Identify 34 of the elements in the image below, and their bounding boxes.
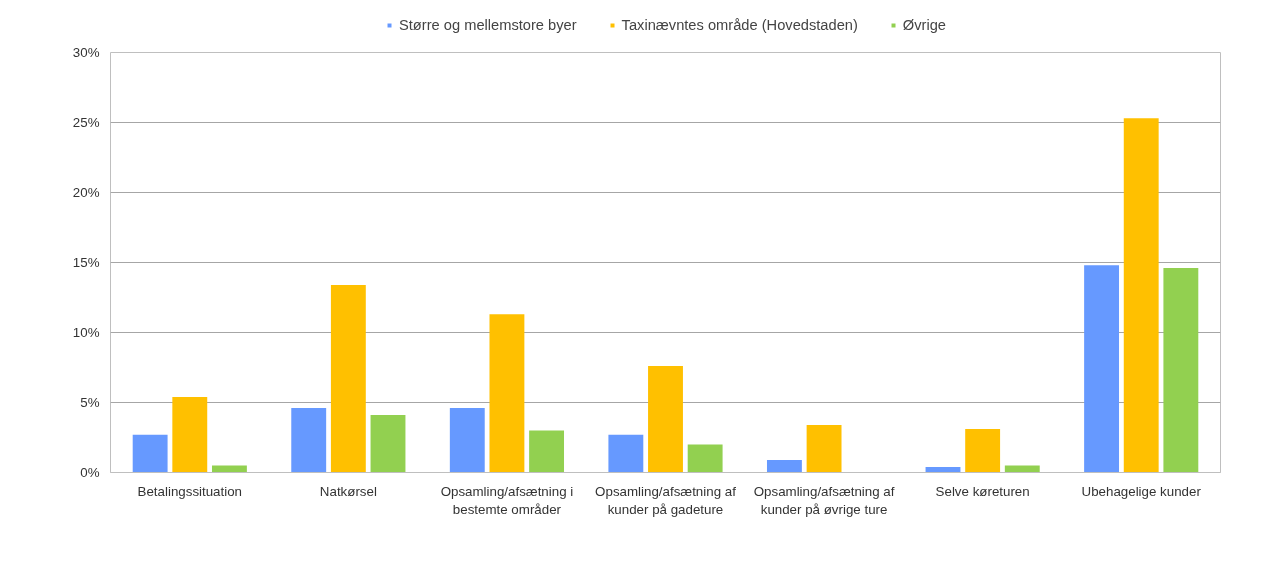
bar xyxy=(291,408,327,473)
y-tick-label: 25% xyxy=(72,115,100,130)
bar xyxy=(330,284,366,473)
x-tick-label: Opsamling/afsætning i bestemte områder xyxy=(440,483,574,517)
x-tick-label: Opsamling/afsætning af kunder på gadeture xyxy=(595,483,737,517)
x-tick-label: Ubehagelige kunder xyxy=(1081,483,1202,499)
bar xyxy=(172,396,208,473)
bar xyxy=(1084,265,1120,473)
y-tick-label: 0% xyxy=(80,465,100,480)
y-tick-label: 5% xyxy=(80,395,100,410)
bar xyxy=(1163,268,1199,473)
bar xyxy=(766,459,802,473)
bar xyxy=(608,434,644,473)
legend-label: Større og mellemstore byer xyxy=(399,17,577,33)
bar xyxy=(132,434,168,473)
legend-label: Øvrige xyxy=(902,17,946,33)
x-tick-label: Opsamling/afsætning af kunder på øvrige ture xyxy=(753,483,895,517)
bar xyxy=(370,415,406,473)
x-tick-label: Betalingssituation xyxy=(137,483,243,499)
x-tick-label: Natkørsel xyxy=(319,483,377,499)
bar xyxy=(489,314,525,473)
bar xyxy=(687,444,723,473)
bar xyxy=(806,424,842,473)
bar xyxy=(1123,118,1159,473)
y-tick-label: 20% xyxy=(72,185,100,200)
y-tick-label: 10% xyxy=(72,325,100,340)
y-tick-label: 30% xyxy=(72,45,100,60)
x-tick-label: Selve køreturen xyxy=(935,483,1030,499)
legend-label: Taxinævntes område (Hovedstaden) xyxy=(621,17,858,33)
bar xyxy=(529,430,565,473)
bar xyxy=(648,366,683,473)
bar xyxy=(449,408,485,473)
y-tick-label: 15% xyxy=(72,255,100,270)
bar xyxy=(965,429,1001,473)
